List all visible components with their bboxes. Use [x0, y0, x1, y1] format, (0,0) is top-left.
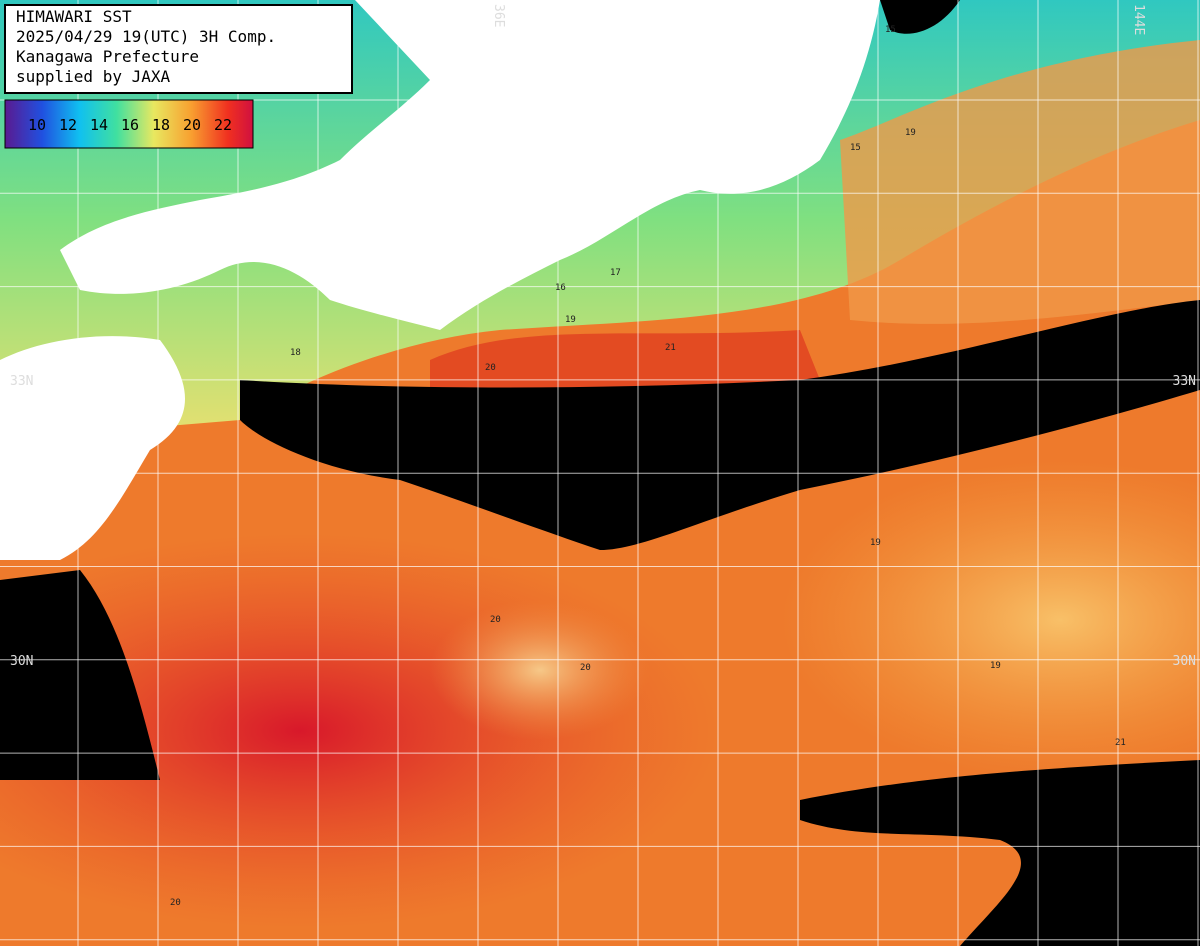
contour-label: 16	[555, 283, 566, 293]
colorbar-label: 10	[28, 116, 46, 134]
contour-label: 20	[490, 615, 501, 625]
lat-label: 33N	[1173, 374, 1196, 389]
contour-label: 21	[665, 343, 676, 353]
cloud	[800, 760, 1200, 946]
contour-label: 19	[990, 661, 1001, 671]
contour-label: 19	[565, 315, 576, 325]
colorbar-label: 12	[59, 116, 77, 134]
contour-label: 18	[290, 348, 301, 358]
header-line: Kanagawa Prefecture	[16, 47, 199, 66]
header-line: 2025/04/29 19(UTC) 3H Comp.	[16, 27, 276, 46]
header-line: supplied by JAXA	[16, 67, 170, 86]
colorbar-label: 22	[214, 116, 232, 134]
contour-label: 19	[905, 128, 916, 138]
contour-label: 21	[1115, 738, 1126, 748]
cloud-band	[240, 300, 1200, 550]
header-box	[4, 4, 353, 94]
colorbar-label: 16	[121, 116, 139, 134]
cloud	[880, 0, 960, 34]
lon-label: 144E	[1131, 4, 1146, 35]
contour-label: 15	[850, 143, 861, 153]
contour-label: 20	[485, 363, 496, 373]
colorbar	[4, 99, 254, 149]
lon-label: 36E	[491, 4, 506, 27]
contour-label: 17	[610, 268, 621, 278]
contour-label: 19	[870, 538, 881, 548]
land-honshu	[60, 0, 880, 330]
contour-label: 20	[170, 898, 181, 908]
grid-labels: 36E 144E 33N 30N 33N 30N	[10, 4, 1196, 669]
colorbar-label: 18	[152, 116, 170, 134]
kuroshio	[840, 40, 1200, 324]
header-line: HIMAWARI SST	[16, 7, 132, 26]
cloud	[0, 570, 160, 780]
contour-labels: 15 15 17 16 18 19 20 19 21 20 19 20 19 20 21	[170, 25, 1126, 908]
colorbar-label: 20	[183, 116, 201, 134]
lat-label: 30N	[10, 654, 33, 669]
contour-label: 15	[885, 25, 896, 35]
eddy	[430, 600, 650, 740]
land-kyushu	[0, 336, 185, 560]
colorbar-label: 14	[90, 116, 108, 134]
lat-label: 30N	[1173, 654, 1196, 669]
colorbar-labels: 10 12 14 16 18 20 22	[28, 116, 232, 134]
lat-label: 33N	[10, 374, 33, 389]
contour-label: 20	[580, 663, 591, 673]
